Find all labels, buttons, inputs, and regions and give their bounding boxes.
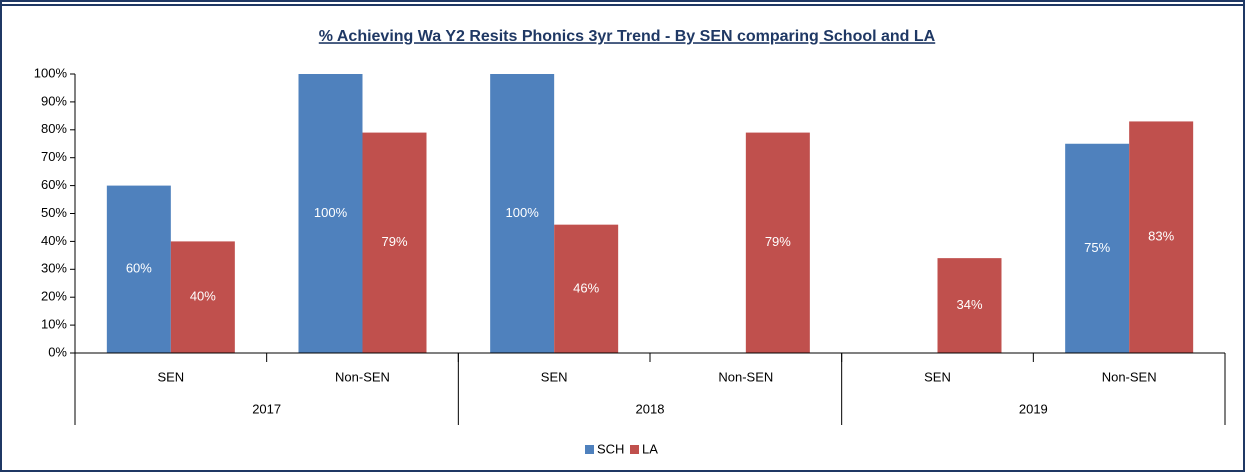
- group-label: 2019: [1019, 401, 1048, 416]
- x-tick-label: Non-SEN: [335, 369, 390, 384]
- data-label: 34%: [956, 297, 982, 312]
- data-label: 83%: [1148, 229, 1174, 244]
- bar: [362, 132, 427, 353]
- legend-label: LA: [642, 441, 658, 456]
- y-tick-label: 40%: [41, 233, 67, 248]
- bar: [1065, 143, 1130, 353]
- bar: [937, 258, 1002, 353]
- bar: [1129, 121, 1194, 354]
- group-label: 2017: [252, 401, 281, 416]
- data-label: 60%: [126, 261, 152, 276]
- bar: [170, 241, 235, 353]
- data-label: 46%: [573, 280, 599, 295]
- x-tick-label: Non-SEN: [1102, 369, 1157, 384]
- x-tick-label: SEN: [924, 369, 951, 384]
- y-tick-label: 0%: [48, 344, 67, 359]
- data-label: 100%: [506, 205, 540, 220]
- y-tick-label: 50%: [41, 205, 67, 220]
- data-label: 79%: [381, 234, 407, 249]
- legend-swatch: [585, 445, 594, 454]
- y-tick-label: 60%: [41, 177, 67, 192]
- bar: [490, 74, 555, 353]
- legend-swatch: [630, 445, 639, 454]
- y-tick-label: 10%: [41, 317, 67, 332]
- bar: [745, 132, 810, 353]
- group-label: 2018: [636, 401, 665, 416]
- y-tick-label: 20%: [41, 289, 67, 304]
- y-tick-label: 100%: [34, 65, 68, 80]
- bar: [298, 74, 363, 353]
- data-label: 79%: [765, 234, 791, 249]
- y-tick-label: 70%: [41, 149, 67, 164]
- legend-label: SCH: [597, 441, 624, 456]
- chart-title: % Achieving Wa Y2 Resits Phonics 3yr Tre…: [319, 28, 936, 45]
- data-label: 40%: [190, 289, 216, 304]
- data-label: 75%: [1084, 240, 1110, 255]
- x-tick-label: Non-SEN: [718, 369, 773, 384]
- x-tick-label: SEN: [157, 369, 184, 384]
- y-tick-label: 90%: [41, 93, 67, 108]
- data-label: 100%: [314, 205, 348, 220]
- bar: [106, 185, 171, 353]
- y-tick-label: 30%: [41, 261, 67, 276]
- bar: [554, 224, 619, 353]
- x-tick-label: SEN: [541, 369, 568, 384]
- y-tick-label: 80%: [41, 121, 67, 136]
